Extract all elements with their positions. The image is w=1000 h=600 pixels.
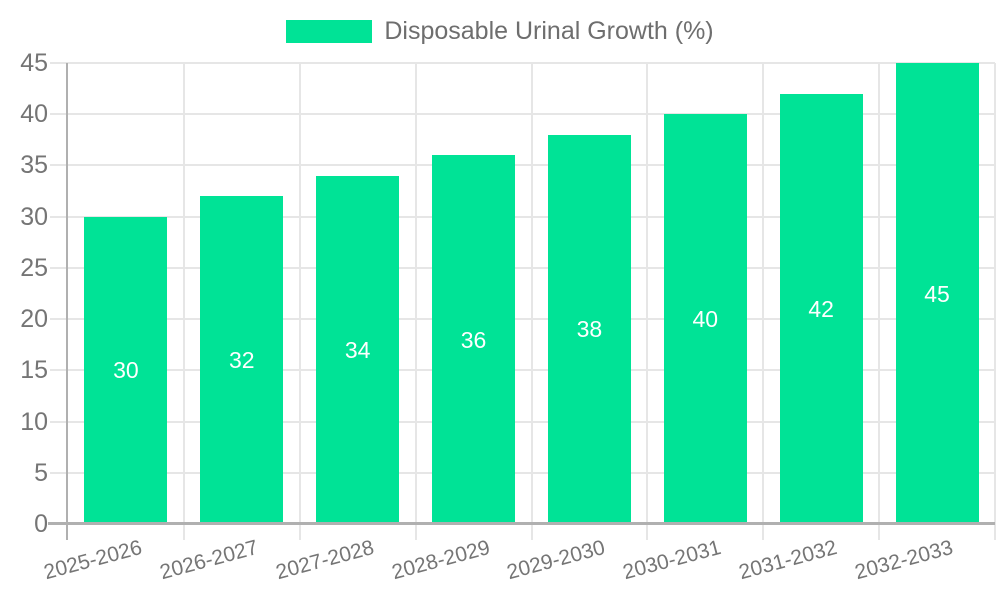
y-tick-label: 35	[20, 151, 48, 180]
legend-item[interactable]: Disposable Urinal Growth (%)	[0, 17, 1000, 45]
gridline-horizontal	[50, 318, 995, 321]
legend-label: Disposable Urinal Growth (%)	[384, 16, 714, 45]
gridline-vertical	[878, 63, 881, 540]
y-tick-label: 45	[20, 49, 48, 77]
bar[interactable]: 34	[316, 175, 400, 524]
bar[interactable]: 30	[84, 216, 168, 524]
bar-value-label: 36	[460, 326, 487, 353]
bar[interactable]: 32	[200, 196, 284, 524]
gridline-horizontal	[50, 62, 995, 64]
gridline-vertical	[298, 63, 301, 540]
gridline-vertical	[646, 63, 649, 540]
bar[interactable]: 42	[779, 93, 863, 524]
x-axis-line	[48, 522, 995, 525]
y-axis-line	[66, 63, 68, 540]
legend-swatch	[286, 19, 373, 43]
gridline-horizontal	[50, 113, 995, 116]
gridline-vertical	[414, 63, 417, 540]
gridline-vertical	[530, 63, 533, 540]
bar-value-label: 30	[113, 357, 139, 384]
y-tick-label: 0	[34, 510, 48, 538]
bar-value-label: 32	[229, 347, 255, 374]
gridline-horizontal	[50, 420, 995, 423]
bar-value-label: 40	[692, 306, 719, 333]
y-tick-label: 5	[34, 458, 48, 487]
y-tick-label: 25	[20, 253, 48, 282]
bar-value-label: 45	[924, 280, 950, 307]
y-tick-label: 15	[20, 356, 48, 385]
gridline-horizontal	[50, 369, 995, 372]
y-tick-label: 30	[20, 202, 48, 231]
bar[interactable]: 45	[895, 63, 979, 524]
y-tick-label: 40	[20, 100, 48, 129]
y-tick-label: 10	[20, 407, 48, 436]
bar[interactable]: 40	[663, 114, 747, 524]
bar-value-label: 34	[344, 336, 371, 363]
gridline-vertical	[994, 63, 996, 540]
bar[interactable]: 38	[547, 134, 631, 524]
gridline-horizontal	[50, 164, 995, 167]
bar-value-label: 42	[808, 295, 834, 322]
gridline-vertical	[762, 63, 765, 540]
gridline-horizontal	[50, 471, 995, 474]
y-tick-label: 20	[20, 305, 48, 334]
bar[interactable]: 36	[432, 155, 516, 524]
gridline-horizontal	[50, 266, 995, 269]
bar-value-label: 38	[576, 316, 603, 343]
gridline-horizontal	[50, 215, 995, 218]
gridline-vertical	[182, 63, 185, 540]
